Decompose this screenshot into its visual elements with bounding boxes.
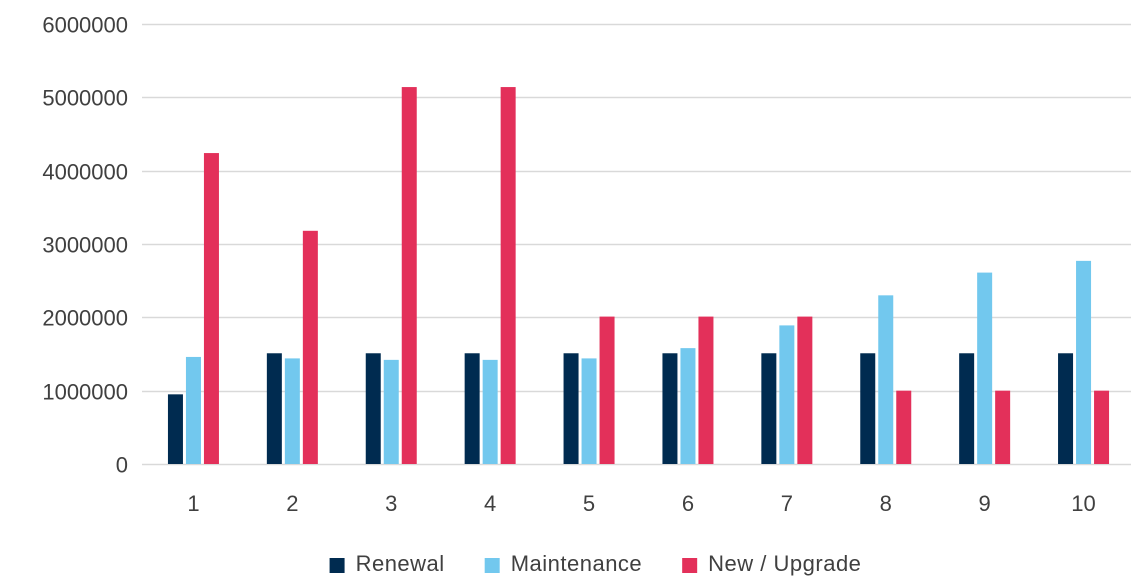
legend-label: Maintenance — [511, 551, 642, 576]
bar — [302, 230, 318, 464]
legend-item: Maintenance — [484, 551, 642, 576]
bar — [581, 358, 597, 464]
bar — [401, 87, 417, 465]
bar — [662, 353, 678, 464]
bars — [167, 87, 1110, 465]
legend-item: Renewal — [329, 551, 445, 576]
bar — [680, 348, 696, 464]
bar — [959, 353, 975, 464]
y-tick-label: 0 — [116, 453, 128, 478]
y-tick-label: 6000000 — [42, 13, 128, 38]
bar — [482, 359, 498, 464]
bar — [284, 358, 300, 464]
bar — [563, 353, 579, 464]
legend-item: New / Upgrade — [682, 551, 861, 576]
y-tick-label: 2000000 — [42, 306, 128, 331]
x-axis-ticks: 1 2 3 4 5 6 7 8 9 10 — [187, 491, 1095, 516]
x-tick-label: 2 — [286, 491, 298, 516]
bar — [1076, 260, 1092, 464]
y-tick-label: 4000000 — [42, 160, 128, 185]
x-tick-label: 1 — [187, 491, 199, 516]
y-tick-label: 1000000 — [42, 380, 128, 405]
y-tick-label: 5000000 — [42, 86, 128, 111]
legend-label: Renewal — [356, 551, 445, 576]
bar — [185, 356, 201, 464]
bar — [761, 353, 777, 464]
bar — [977, 272, 993, 464]
legend: Renewal Maintenance New / Upgrade — [329, 551, 861, 576]
bar — [500, 87, 516, 465]
bar — [698, 316, 714, 464]
bar — [383, 359, 399, 464]
x-tick-label: 6 — [682, 491, 694, 516]
bar — [167, 394, 183, 464]
bar — [266, 353, 282, 464]
bar — [203, 153, 219, 465]
x-tick-label: 7 — [781, 491, 793, 516]
x-tick-label: 8 — [880, 491, 892, 516]
bar — [365, 353, 381, 464]
bar — [1058, 353, 1074, 464]
y-axis-ticks: 0 1000000 2000000 3000000 4000000 5000000 6000… — [42, 13, 128, 478]
legend-swatch — [329, 558, 345, 573]
bar — [995, 390, 1011, 464]
legend-swatch — [682, 558, 698, 573]
bar — [896, 390, 912, 464]
y-tick-label: 3000000 — [42, 233, 128, 258]
x-tick-label: 3 — [385, 491, 397, 516]
x-tick-label: 5 — [583, 491, 595, 516]
bar — [599, 316, 615, 464]
bar — [860, 353, 876, 464]
bar — [878, 295, 894, 464]
x-tick-label: 4 — [484, 491, 496, 516]
legend-swatch — [484, 558, 500, 573]
x-tick-label: 9 — [979, 491, 991, 516]
bar — [779, 325, 795, 464]
x-tick-label: 10 — [1071, 491, 1095, 516]
bar — [1094, 390, 1110, 464]
legend-label: New / Upgrade — [708, 551, 861, 576]
bar — [797, 316, 813, 464]
bar — [464, 353, 480, 464]
